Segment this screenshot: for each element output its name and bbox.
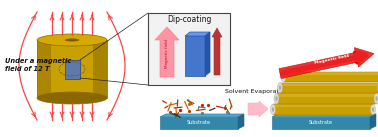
Ellipse shape (65, 39, 79, 41)
Polygon shape (272, 117, 370, 129)
Ellipse shape (370, 104, 375, 115)
Polygon shape (273, 104, 373, 115)
Ellipse shape (281, 72, 286, 82)
Polygon shape (37, 40, 107, 98)
Ellipse shape (272, 107, 274, 112)
Polygon shape (280, 82, 378, 86)
Ellipse shape (271, 104, 276, 115)
Polygon shape (155, 27, 179, 77)
Text: Under a magnetic
field of 12 T: Under a magnetic field of 12 T (5, 58, 71, 72)
Ellipse shape (375, 96, 378, 101)
Polygon shape (370, 114, 376, 129)
Polygon shape (276, 93, 376, 104)
Ellipse shape (282, 75, 285, 79)
Polygon shape (160, 117, 238, 129)
Ellipse shape (276, 96, 277, 101)
Ellipse shape (372, 107, 374, 112)
Polygon shape (93, 40, 107, 98)
Text: Substrate: Substrate (187, 121, 211, 125)
Polygon shape (205, 32, 210, 76)
Text: Magnetic field: Magnetic field (314, 54, 350, 65)
Text: Substrate: Substrate (309, 121, 333, 125)
Polygon shape (160, 114, 244, 117)
Ellipse shape (274, 93, 279, 104)
FancyBboxPatch shape (65, 59, 79, 79)
Text: Magnetic field: Magnetic field (165, 40, 169, 68)
Ellipse shape (279, 85, 281, 90)
Polygon shape (273, 104, 373, 107)
Polygon shape (185, 36, 205, 76)
Ellipse shape (374, 93, 378, 104)
Polygon shape (276, 93, 376, 97)
Polygon shape (280, 82, 378, 93)
Ellipse shape (37, 92, 107, 104)
Ellipse shape (37, 34, 107, 46)
Polygon shape (272, 114, 376, 117)
FancyArrow shape (248, 101, 268, 117)
Polygon shape (284, 72, 378, 82)
Polygon shape (284, 72, 378, 75)
Text: Dip-coating: Dip-coating (167, 15, 211, 25)
Polygon shape (238, 114, 244, 129)
Ellipse shape (277, 82, 282, 93)
Polygon shape (279, 48, 374, 79)
Text: Solvent Evaporation: Solvent Evaporation (225, 89, 289, 94)
FancyBboxPatch shape (148, 13, 230, 85)
Polygon shape (185, 32, 210, 36)
Polygon shape (212, 28, 222, 75)
Polygon shape (37, 40, 51, 98)
